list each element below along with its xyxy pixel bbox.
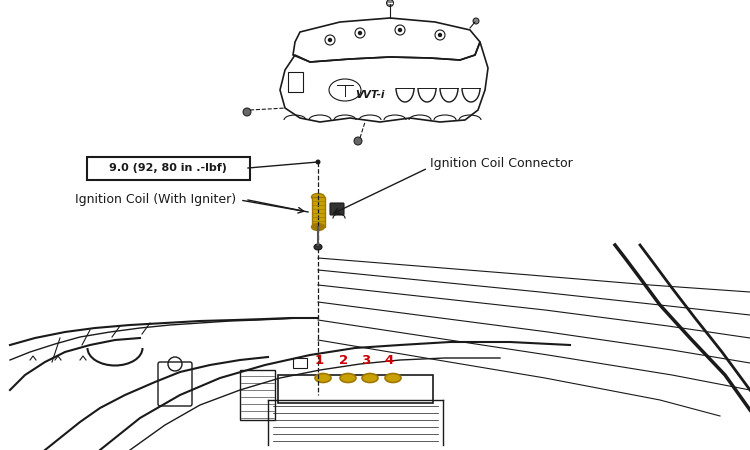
Text: Ignition Coil (With Igniter): Ignition Coil (With Igniter): [75, 194, 236, 207]
Circle shape: [398, 28, 401, 32]
Bar: [311, 197, 325, 227]
Circle shape: [243, 108, 251, 116]
Bar: [240, 370, 275, 420]
Bar: [293, 358, 307, 368]
Ellipse shape: [315, 374, 331, 382]
Ellipse shape: [340, 374, 356, 382]
Text: 1: 1: [314, 354, 323, 366]
Text: VVT-i: VVT-i: [356, 90, 385, 100]
Text: 9.0 (92, 80 in .-lbf): 9.0 (92, 80 in .-lbf): [109, 163, 227, 173]
Circle shape: [328, 39, 332, 41]
Circle shape: [358, 32, 362, 35]
Text: Ignition Coil Connector: Ignition Coil Connector: [430, 157, 573, 170]
Ellipse shape: [311, 194, 325, 201]
Text: 3: 3: [362, 354, 370, 366]
FancyBboxPatch shape: [86, 157, 250, 180]
Bar: [278, 375, 433, 403]
Circle shape: [316, 159, 320, 165]
Ellipse shape: [314, 244, 322, 250]
Text: 4: 4: [384, 354, 394, 366]
Circle shape: [439, 33, 442, 36]
Ellipse shape: [311, 224, 325, 230]
Bar: [288, 72, 303, 92]
Circle shape: [473, 18, 479, 24]
Text: 2: 2: [340, 354, 349, 366]
Ellipse shape: [362, 374, 378, 382]
Circle shape: [386, 0, 394, 6]
FancyBboxPatch shape: [330, 203, 344, 215]
Ellipse shape: [385, 374, 401, 382]
Circle shape: [354, 137, 362, 145]
